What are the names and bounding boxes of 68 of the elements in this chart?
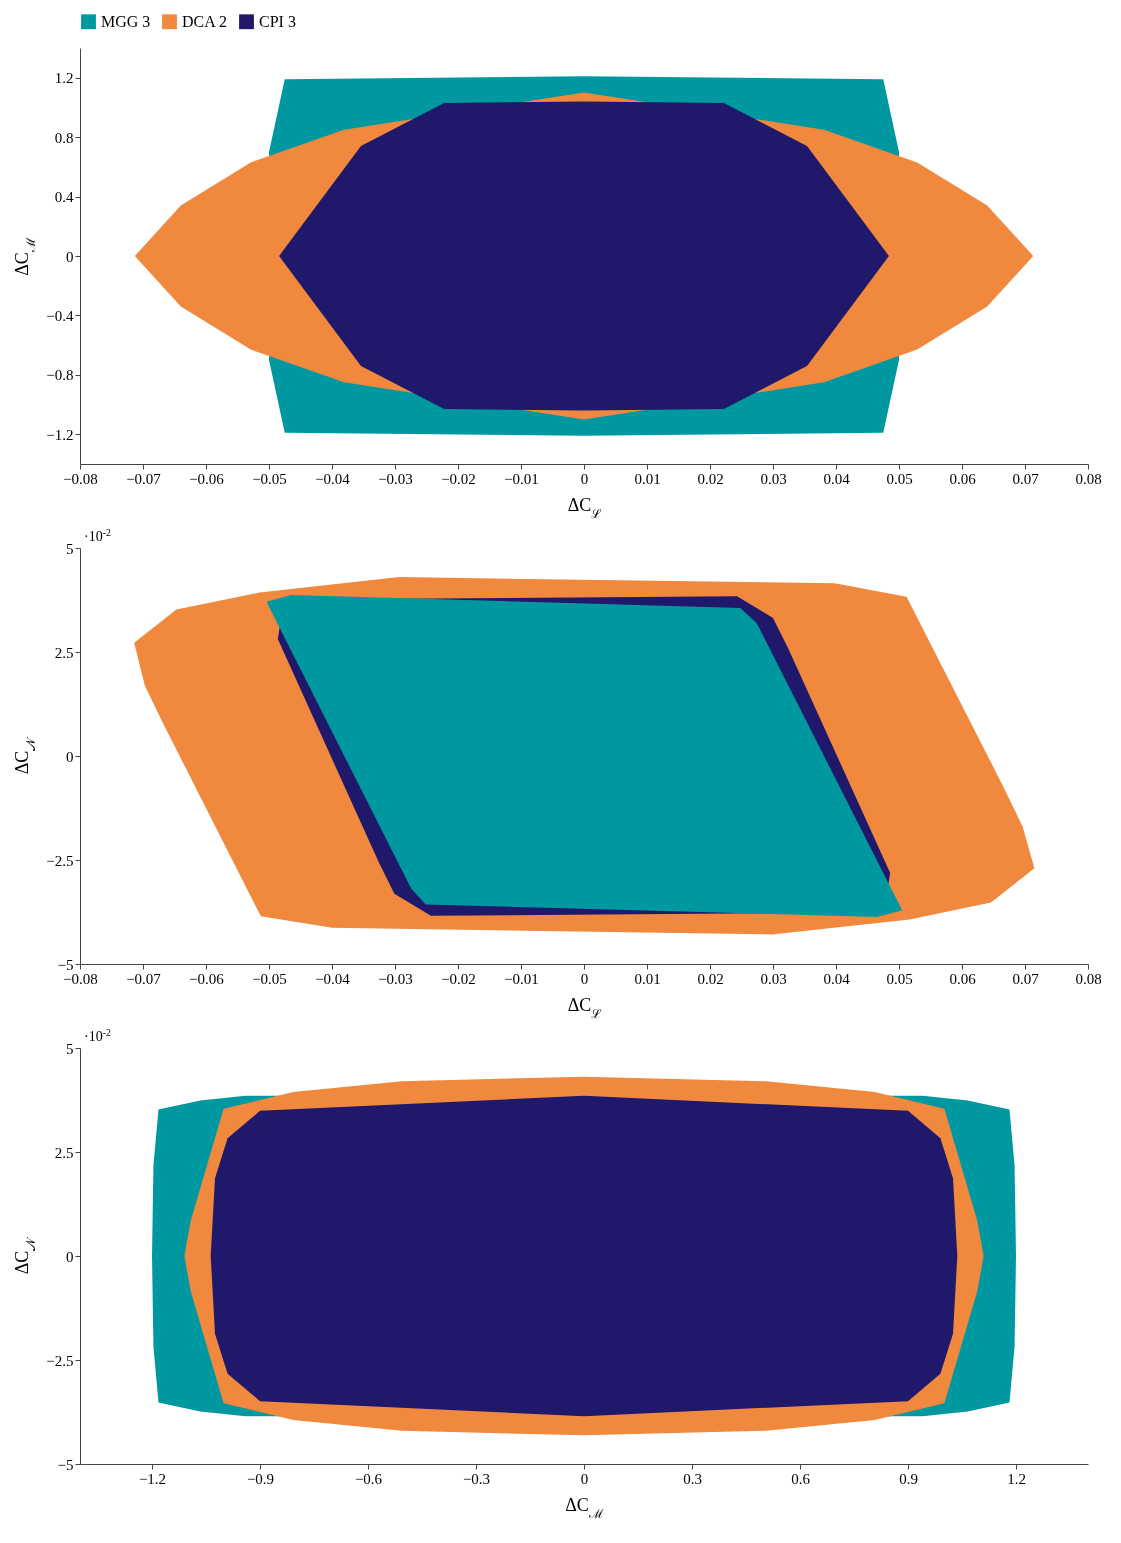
y-tick-label: −5 (57, 956, 74, 973)
y-tick-label: −0.4 (46, 307, 74, 324)
x-tick-label: −1.2 (138, 1470, 167, 1487)
legend-label: CPI 3 (259, 12, 296, 30)
x-tick-label: 0.04 (823, 470, 851, 487)
x-tick-label: 0.04 (823, 970, 851, 987)
x-tick-label: 0.03 (760, 970, 787, 987)
x-tick-label: −0.04 (315, 470, 351, 487)
x-tick-label: −0.03 (378, 470, 413, 487)
x-axis-title: ΔC$_{ℒ}$ (567, 994, 603, 1021)
x-tick-label: 0.02 (697, 970, 724, 987)
x-tick-label: −0.01 (504, 470, 539, 487)
y-tick-label: 2.5 (54, 1144, 74, 1161)
x-tick-label: 0.02 (697, 470, 724, 487)
x-tick-label: 0 (580, 1470, 589, 1487)
x-tick-label: −0.08 (63, 970, 98, 987)
x-tick-label: 0.07 (1012, 470, 1040, 487)
x-tick-label: −0.03 (378, 970, 413, 987)
x-tick-label: 0.3 (683, 1470, 702, 1487)
y-tick-label: 5 (66, 540, 74, 557)
x-tick-label: 0 (580, 970, 589, 987)
x-tick-label: 0.03 (760, 470, 787, 487)
x-tick-label: −0.02 (441, 470, 476, 487)
y-tick-label: −0.8 (46, 367, 74, 384)
x-tick-label: 0 (580, 470, 589, 487)
x-tick-label: −0.05 (252, 470, 287, 487)
y-tick-label: 0 (66, 1248, 74, 1265)
y-tick-label: −5 (57, 1456, 74, 1473)
y-tick-label: 5 (66, 1040, 74, 1057)
x-tick-label: 1.2 (1007, 1470, 1026, 1487)
x-tick-label: −0.6 (354, 1470, 383, 1487)
x-tick-label: 0.9 (899, 1470, 918, 1487)
y-tick-label: −1.2 (46, 426, 74, 443)
x-tick-label: 0.01 (634, 470, 661, 487)
y-tick-label: −2.5 (46, 852, 74, 869)
x-tick-label: 0.06 (949, 970, 977, 987)
x-tick-label: −0.06 (189, 970, 225, 987)
x-tick-label: −0.07 (126, 470, 162, 487)
y-tick-label: 2.5 (54, 644, 74, 661)
x-tick-label: −0.05 (252, 970, 287, 987)
legend-label: MGG 3 (101, 12, 151, 30)
x-axis-title: ΔC$_{ℒ}$ (567, 494, 603, 521)
x-tick-label: 0.08 (1075, 470, 1102, 487)
text: ·10$^{-2}$ (84, 526, 111, 544)
x-tick-label: 0.07 (1012, 970, 1040, 987)
x-tick-label: 0.06 (949, 470, 977, 487)
x-tick-label: 0.05 (886, 970, 913, 987)
y-tick-label: −2.5 (46, 1352, 74, 1369)
x-tick-label: −0.3 (462, 1470, 491, 1487)
x-tick-label: −0.07 (126, 970, 162, 987)
x-tick-label: 0.05 (886, 470, 913, 487)
y-tick-label: 0 (66, 748, 74, 765)
text: ·10$^{-2}$ (84, 1026, 111, 1044)
y-tick-label: 1.2 (54, 70, 74, 87)
legend-label: DCA 2 (182, 12, 227, 30)
y-tick-label: 0.4 (54, 189, 74, 206)
x-tick-label: −0.9 (246, 1470, 275, 1487)
x-axis-title: ΔC$_{ℳ}$ (565, 1494, 604, 1521)
x-tick-label: 0.08 (1075, 970, 1102, 987)
x-tick-label: 0.6 (791, 1470, 811, 1487)
y-tick-label: 0 (66, 248, 74, 265)
x-tick-label: 0.01 (634, 970, 661, 987)
x-tick-label: −0.04 (315, 970, 351, 987)
x-tick-label: −0.08 (63, 470, 98, 487)
x-tick-label: −0.02 (441, 970, 476, 987)
x-tick-label: −0.01 (504, 970, 539, 987)
x-tick-label: −0.06 (189, 470, 225, 487)
y-tick-label: 0.8 (54, 129, 74, 146)
